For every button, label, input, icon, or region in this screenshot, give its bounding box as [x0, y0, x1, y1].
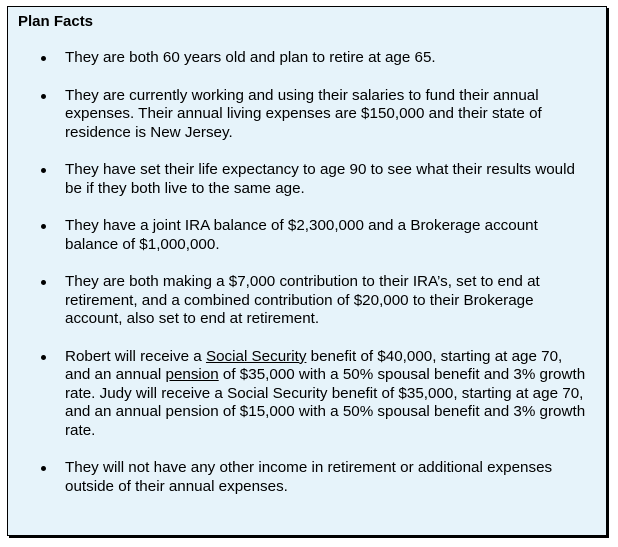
bullet-icon: [41, 168, 46, 173]
list-item: They have set their life expectancy to a…: [8, 161, 606, 198]
list-item-text-part: Robert will receive a: [65, 347, 206, 365]
list-item: They have a joint IRA balance of $2,300,…: [8, 217, 606, 254]
list-item: They will not have any other income in r…: [8, 459, 606, 496]
plan-facts-list: They are both 60 years old and plan to r…: [8, 49, 606, 515]
list-item: They are both making a $7,000 contributi…: [8, 273, 606, 329]
list-item-text: They have set their life expectancy to a…: [65, 161, 575, 197]
bullet-icon: [41, 93, 46, 99]
bullet-icon: [41, 466, 46, 471]
list-item-text-part: of $35,000 with a 50% spousal benefit an…: [65, 366, 586, 439]
bullet-icon: [41, 354, 46, 360]
list-item-text: They have a joint IRA balance of $2,300,…: [65, 217, 538, 253]
list-item-text: They are both making a $7,000 contributi…: [65, 273, 540, 327]
bullet-icon: [41, 224, 46, 229]
list-item: They are both 60 years old and plan to r…: [8, 49, 606, 68]
list-item: They are currently working and using the…: [8, 87, 606, 143]
social-security-link[interactable]: Social Security: [205, 347, 307, 365]
section-title: Plan Facts: [18, 13, 94, 30]
bullet-icon: [41, 280, 46, 285]
bullet-icon: [41, 56, 46, 61]
list-item-text: They will not have any other income in r…: [65, 459, 553, 495]
plan-facts-box: Plan Facts They are both 60 years old an…: [7, 6, 607, 536]
list-item-text: They are both 60 years old and plan to r…: [65, 49, 436, 66]
pension-link[interactable]: pension: [165, 366, 219, 383]
list-item-text-part: benefit of $40,000, starting at age 70, …: [65, 347, 563, 384]
list-item: Robert will receive a Social Security be…: [8, 348, 606, 441]
list-item-text: They are currently working and using the…: [65, 86, 542, 141]
